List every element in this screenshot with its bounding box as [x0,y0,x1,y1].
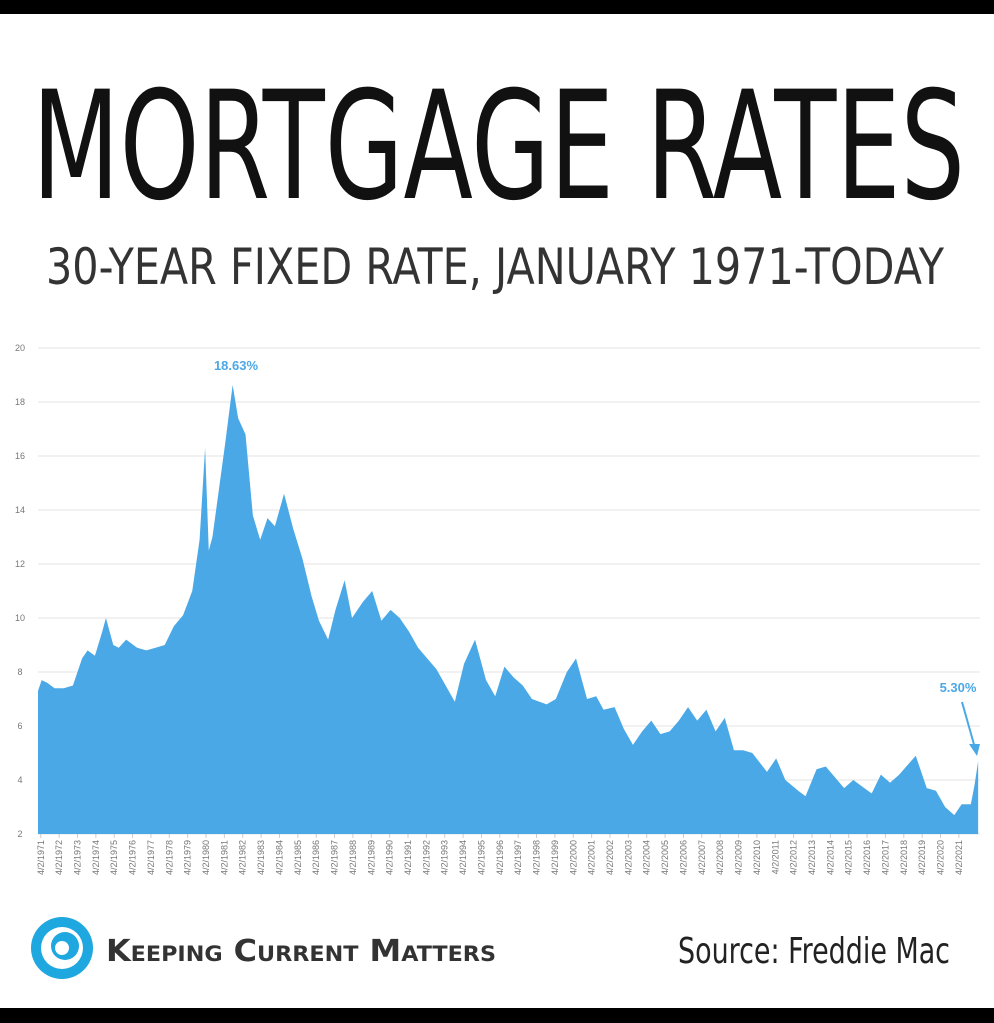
x-tick-label: 4/2/2015 [844,840,854,875]
x-tick-label: 4/2/2018 [899,840,909,875]
x-tick-label: 4/2/1989 [366,840,376,875]
x-tick-label: 4/2/2014 [825,840,835,875]
x-tick-label: 4/2/2009 [734,840,744,875]
source: Source: Freddie Mac [678,931,950,972]
y-tick-label: 4 [17,775,22,785]
x-tick-label: 4/2/2006 [678,840,688,875]
y-tick-label: 18 [15,397,25,407]
logo [31,917,93,979]
x-tick-label: 4/2/1992 [421,840,431,875]
x-tick-label: 4/2/1996 [495,840,505,875]
x-tick-label: 4/2/1994 [458,840,468,875]
x-tick-label: 4/2/2001 [587,840,597,875]
x-tick-label: 4/2/2021 [954,840,964,875]
arrow-head [969,744,980,756]
x-tick-label: 4/2/2002 [605,840,615,875]
x-tick-label: 4/2/2011 [770,840,780,874]
x-tick-label: 4/2/2003 [623,840,633,875]
x-tick-label: 4/2/1985 [293,840,303,875]
x-tick-label: 4/2/2020 [936,840,946,875]
x-tick-label: 4/2/1998 [532,840,542,875]
x-tick-label: 4/2/1982 [238,840,248,875]
x-tick-label: 4/2/1995 [476,840,486,875]
y-tick-label: 20 [15,343,25,353]
y-tick-label: 16 [15,451,25,461]
brand: Keeping Current Matters [106,934,496,969]
x-tick-label: 4/2/1991 [403,840,413,875]
x-tick-label: 4/2/1976 [128,840,138,875]
x-tick-label: 4/2/1974 [91,840,101,875]
x-tick-label: 4/2/2019 [917,840,927,875]
x-tick-label: 4/2/1993 [440,840,450,875]
peak-annotation: 18.63% [214,358,259,373]
x-tick-label: 4/2/2005 [660,840,670,875]
x-tick-label: 4/2/1978 [164,840,174,875]
chart-subtitle: 30-YEAR FIXED RATE, JANUARY 1971-TODAY [46,238,944,296]
annotation-arrow [961,701,976,749]
x-tick-label: 4/2/2013 [807,840,817,875]
x-tick-label: 4/2/2000 [568,840,578,875]
x-tick-label: 4/2/2016 [862,840,872,875]
x-tick-label: 4/2/1986 [311,840,321,875]
latest-annotation: 5.30% [940,680,977,695]
x-tick-label: 4/2/1984 [274,840,284,875]
x-tick-label: 4/2/1987 [330,840,340,875]
area [38,384,979,834]
x-tick-label: 4/2/1977 [146,840,156,875]
bottom-bar [0,1008,994,1023]
x-tick-label: 4/2/1988 [348,840,358,875]
x-tick-label: 4/2/1975 [109,840,119,875]
x-tick-label: 4/2/1971 [36,840,46,875]
top-bar [0,0,994,14]
x-tick-label: 4/2/1981 [219,840,229,875]
x-tick-label: 4/2/1979 [183,840,193,875]
x-tick-label: 4/2/1997 [513,840,523,875]
x-tick-label: 4/2/1980 [201,840,211,875]
chart-title: MORTGAGE RATES [32,60,965,234]
y-tick-label: 2 [17,829,22,839]
y-tick-label: 6 [17,721,22,731]
x-tick-label: 4/2/1983 [256,840,266,875]
x-tick-label: 4/2/1973 [72,840,82,875]
x-tick-label: 4/2/1999 [550,840,560,875]
x-tick-label: 4/2/2004 [642,840,652,875]
x-tick-label: 4/2/2007 [697,840,707,875]
y-tick-label: 10 [15,613,25,623]
y-tick-label: 14 [15,505,25,515]
x-tick-label: 4/2/2017 [880,840,890,875]
x-tick-label: 4/2/2008 [715,840,725,875]
y-tick-label: 12 [15,559,25,569]
x-tick-label: 4/2/2012 [789,840,799,875]
x-tick-label: 4/2/2010 [752,840,762,875]
x-tick-label: 4/2/1972 [54,840,64,875]
y-tick-label: 8 [17,667,22,677]
x-tick-label: 4/2/1990 [385,840,395,875]
